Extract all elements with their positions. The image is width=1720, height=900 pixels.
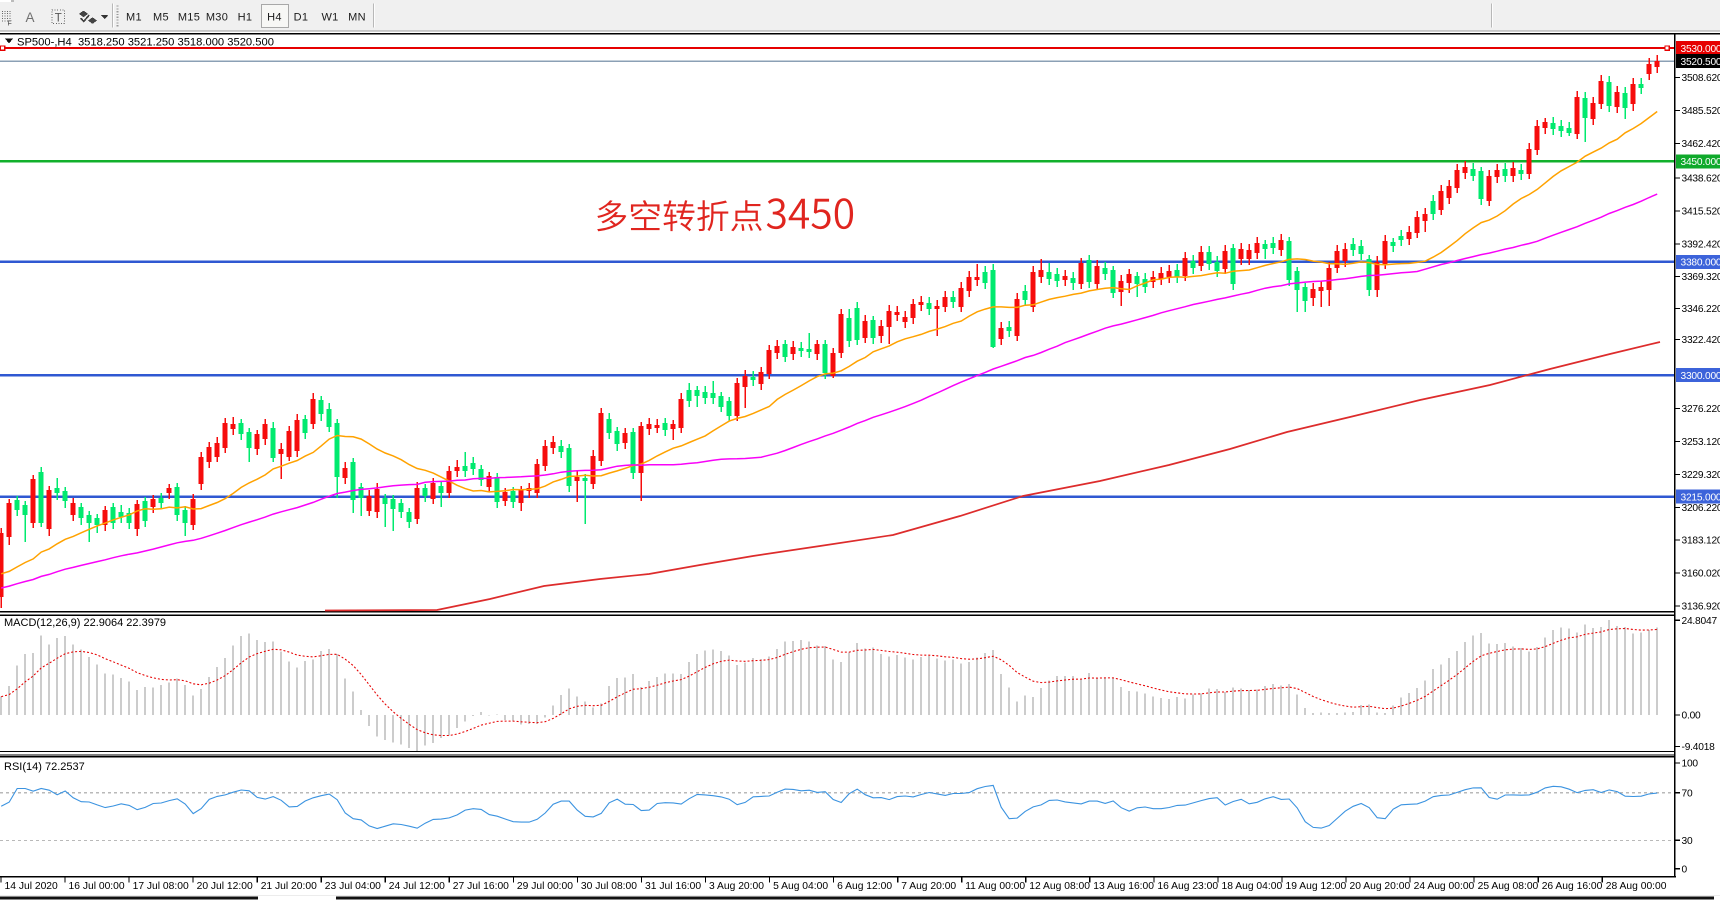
svg-text:3462.420: 3462.420 [1682,139,1720,150]
svg-text:100: 100 [1682,759,1699,770]
svg-text:3276.220: 3276.220 [1682,404,1720,415]
svg-text:27 Jul 16:00: 27 Jul 16:00 [453,881,509,892]
svg-text:3253.120: 3253.120 [1682,437,1720,448]
svg-text:3183.120: 3183.120 [1682,536,1720,547]
svg-text:24 Jul 12:00: 24 Jul 12:00 [389,881,445,892]
svg-text:3206.220: 3206.220 [1682,503,1720,514]
svg-text:D1: D1 [294,12,309,24]
svg-text:F: F [8,21,12,28]
svg-text:MN: MN [348,12,366,24]
svg-text:3346.220: 3346.220 [1682,304,1720,315]
svg-text:20 Jul 12:00: 20 Jul 12:00 [197,881,253,892]
svg-text:3369.320: 3369.320 [1682,272,1720,283]
svg-text:3 Aug 20:00: 3 Aug 20:00 [709,881,764,892]
svg-text:3450.000: 3450.000 [1681,157,1720,168]
svg-text:H1: H1 [238,12,253,24]
svg-text:T: T [55,12,62,24]
svg-text:M15: M15 [178,12,200,24]
svg-text:M30: M30 [206,12,228,24]
svg-text:12 Aug 08:00: 12 Aug 08:00 [1029,881,1090,892]
svg-text:25 Aug 08:00: 25 Aug 08:00 [1478,881,1539,892]
svg-text:3229.320: 3229.320 [1682,470,1720,481]
svg-text:3392.420: 3392.420 [1682,240,1720,251]
svg-text:7 Aug 20:00: 7 Aug 20:00 [901,881,956,892]
svg-text:-9.4018: -9.4018 [1682,742,1716,753]
svg-text:W1: W1 [321,12,338,24]
svg-text:14 Jul 2020: 14 Jul 2020 [5,881,59,892]
svg-text:11 Aug 00:00: 11 Aug 00:00 [965,881,1025,892]
svg-text:3300.000: 3300.000 [1681,371,1720,382]
svg-text:MACD(12,26,9) 22.9064 22.3979: MACD(12,26,9) 22.9064 22.3979 [4,617,166,629]
svg-text:20 Aug 20:00: 20 Aug 20:00 [1350,881,1411,892]
svg-text:21 Jul 20:00: 21 Jul 20:00 [261,881,317,892]
svg-text:H4: H4 [267,12,282,24]
svg-text:0.00: 0.00 [1682,711,1702,722]
svg-text:3322.420: 3322.420 [1682,335,1720,346]
svg-text:3215.000: 3215.000 [1681,493,1720,504]
svg-text:3508.620: 3508.620 [1682,73,1720,84]
svg-text:16 Jul 00:00: 16 Jul 00:00 [69,881,125,892]
svg-text:SP500-,H4 3518.250 3521.250 3: SP500-,H4 3518.250 3521.250 3518.000 352… [17,37,274,49]
svg-text:3438.620: 3438.620 [1682,174,1720,185]
svg-text:30 Jul 08:00: 30 Jul 08:00 [581,881,637,892]
svg-text:23 Jul 04:00: 23 Jul 04:00 [325,881,381,892]
svg-text:3136.920: 3136.920 [1682,602,1720,613]
svg-text:M5: M5 [153,12,169,24]
svg-text:31 Jul 16:00: 31 Jul 16:00 [645,881,701,892]
svg-text:26 Aug 16:00: 26 Aug 16:00 [1542,881,1603,892]
svg-text:19 Aug 12:00: 19 Aug 12:00 [1286,881,1347,892]
svg-text:70: 70 [1682,788,1693,799]
svg-text:28 Aug 00:00: 28 Aug 00:00 [1606,881,1667,892]
svg-text:0: 0 [1682,865,1688,876]
svg-text:24.8047: 24.8047 [1682,616,1718,627]
svg-text:17 Jul 08:00: 17 Jul 08:00 [133,881,189,892]
svg-text:18 Aug 04:00: 18 Aug 04:00 [1222,881,1283,892]
svg-text:3160.020: 3160.020 [1682,569,1720,580]
svg-text:5 Aug 04:00: 5 Aug 04:00 [773,881,828,892]
svg-text:M1: M1 [126,12,142,24]
svg-text:3485.520: 3485.520 [1682,106,1720,117]
svg-text:A: A [26,10,35,25]
svg-text:30: 30 [1682,836,1693,847]
svg-text:13 Aug 16:00: 13 Aug 16:00 [1093,881,1154,892]
svg-text:3415.520: 3415.520 [1682,207,1720,218]
svg-text:RSI(14) 72.2537: RSI(14) 72.2537 [4,761,85,773]
svg-text:29 Jul 00:00: 29 Jul 00:00 [517,881,573,892]
svg-text:3380.000: 3380.000 [1681,258,1720,269]
svg-text:3520.500: 3520.500 [1681,57,1720,68]
svg-text:24 Aug 00:00: 24 Aug 00:00 [1414,881,1475,892]
svg-text:16 Aug 23:00: 16 Aug 23:00 [1157,881,1218,892]
svg-text:3530.000: 3530.000 [1681,44,1720,55]
svg-text:6 Aug 12:00: 6 Aug 12:00 [837,881,892,892]
